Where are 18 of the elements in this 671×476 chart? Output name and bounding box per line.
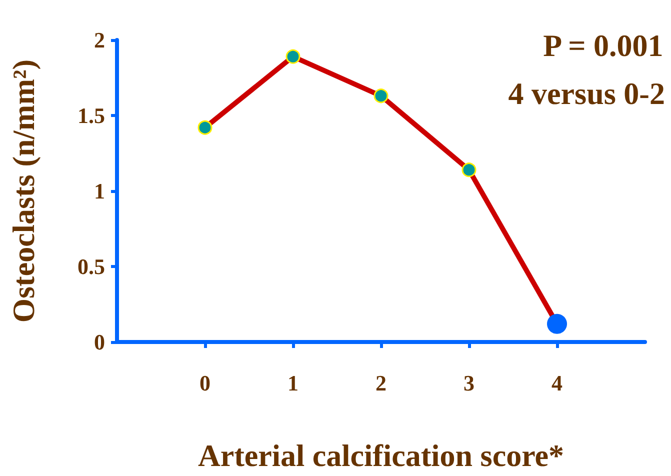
point (462, 162, 476, 178)
y-axis-title: Osteoclasts (n/mm²) (6, 59, 41, 323)
annotation: P = 0.001 (543, 28, 664, 63)
y-tick-label: 0.5 (78, 254, 105, 279)
annotation: 4 versus 0-2 (508, 76, 666, 111)
x-tick-label: 3 (464, 370, 474, 396)
x-axis-title: Arterial calcification score* (198, 438, 564, 473)
y-tick-label: 1 (94, 178, 105, 204)
point (286, 49, 300, 64)
x-tick-label: 0 (200, 370, 210, 396)
y-tick-label: 0 (94, 330, 105, 354)
point (198, 120, 212, 135)
x-tick-label: 2 (376, 370, 386, 396)
y-tick-label: 1.5 (78, 103, 105, 128)
point (374, 88, 388, 104)
x-tick-label: 4 (552, 370, 562, 396)
y-tick-label: 2 (94, 28, 105, 52)
x-tick-label: 1 (288, 370, 298, 396)
